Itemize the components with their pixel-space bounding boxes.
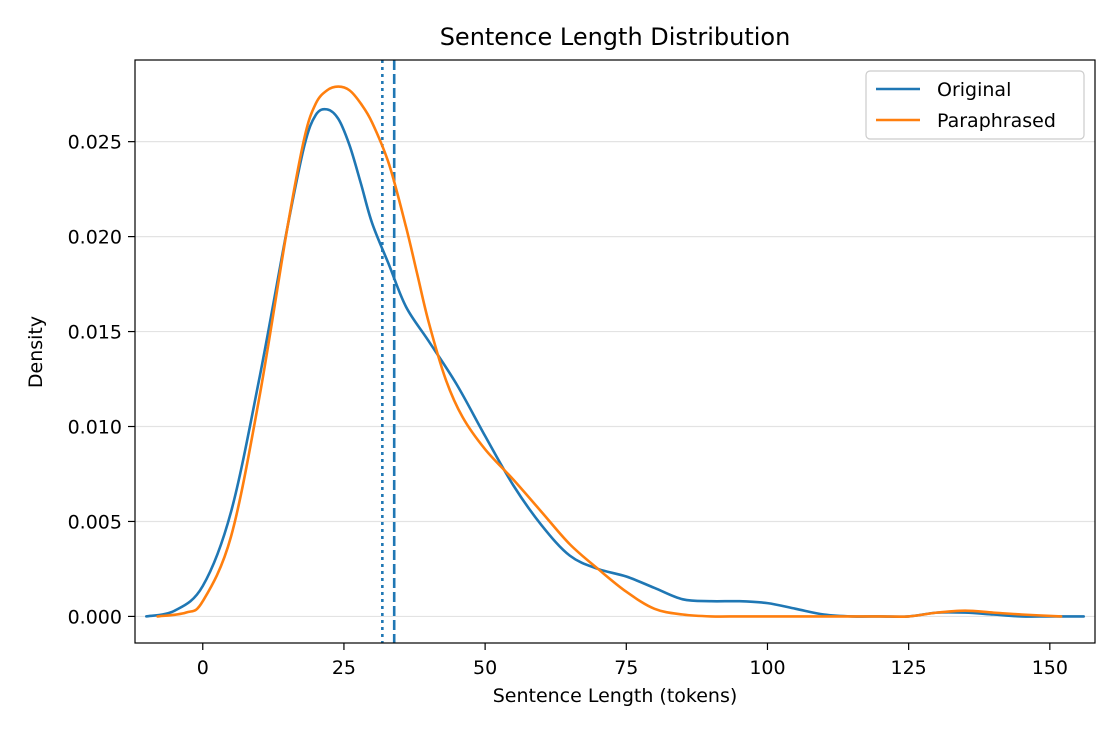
y-axis-label: Density [25,316,47,388]
series-line-paraphrased [156,85,1063,618]
x-tick-label-4: 100 [749,657,785,679]
x-tick-label-3: 75 [614,657,638,679]
legend: Original Paraphrased [865,70,1085,140]
gridlines [135,141,1095,618]
legend-label-paraphrased: Paraphrased [937,110,1056,132]
x-axis-ticks: 0 25 50 75 100 125 150 [197,643,1068,679]
chart-title: Sentence Length Distribution [440,23,791,51]
plot-frame [134,59,1096,644]
y-tick-label-5: 0.025 [68,132,122,154]
reference-lines [381,60,396,643]
x-tick-label-1: 25 [332,657,356,679]
x-tick-label-0: 0 [197,657,209,679]
legend-label-original: Original [937,79,1011,101]
x-tick-label-5: 125 [891,657,927,679]
x-axis-label: Sentence Length (tokens) [493,685,738,707]
series-lines [144,85,1086,618]
x-tick-label-2: 50 [473,657,497,679]
y-tick-label-4: 0.020 [68,227,122,249]
y-axis-ticks: 0.000 0.005 0.010 0.015 0.020 0.025 [68,132,135,628]
y-tick-label-3: 0.015 [68,322,122,344]
y-tick-label-2: 0.010 [68,417,122,439]
x-tick-label-6: 150 [1032,657,1068,679]
y-tick-label-1: 0.005 [68,511,122,533]
y-tick-label-0: 0.000 [68,606,122,628]
legend-box [865,70,1085,140]
